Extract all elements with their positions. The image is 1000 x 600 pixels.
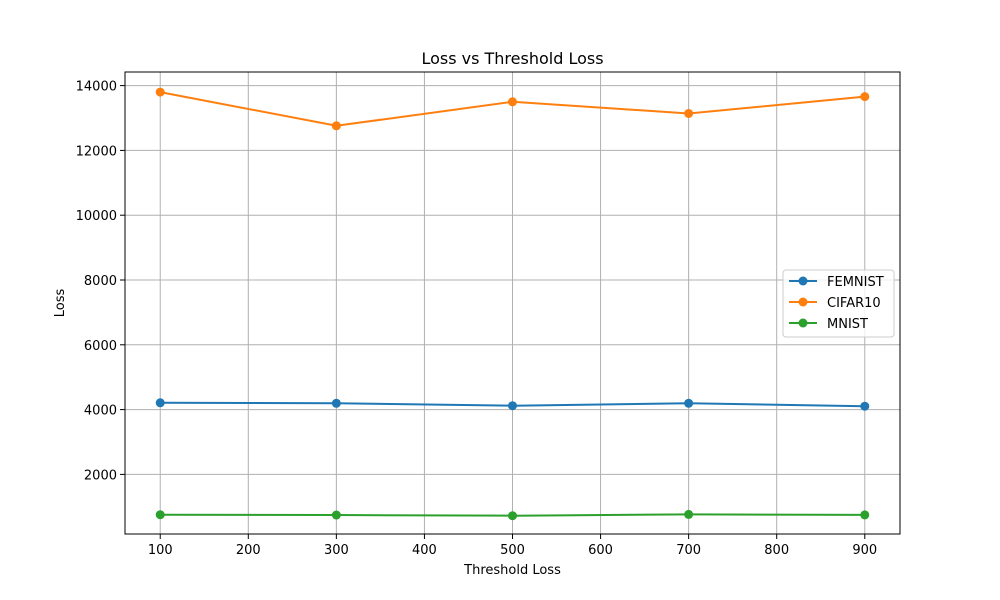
x-tick-label: 800: [764, 543, 789, 558]
x-tick-label: 400: [412, 543, 437, 558]
series-layer: [155, 87, 870, 521]
data-point-cifar10: [508, 97, 517, 107]
grid-lines: [125, 72, 900, 534]
data-point-mnist: [331, 510, 341, 520]
data-point-cifar10: [331, 121, 341, 131]
y-tick-label: 14000: [76, 80, 117, 95]
y-tick-label: 6000: [84, 339, 117, 354]
y-tick-label: 8000: [84, 274, 117, 289]
legend-label-cifar10: CIFAR10: [827, 296, 881, 311]
legend-item-femnist: FEMNIST: [789, 275, 884, 290]
legend-item-mnist: MNIST: [789, 317, 868, 332]
y-tick-label: 2000: [84, 468, 117, 483]
data-point-femnist: [684, 398, 694, 408]
data-point-femnist: [155, 398, 165, 408]
y-tick-label: 4000: [84, 404, 117, 419]
axis-ticks: 100 200 300 400 500 600 700 800 900 2000 4000 6000 8…: [76, 80, 878, 558]
legend-item-cifar10: CIFAR10: [789, 296, 881, 311]
data-point-mnist: [860, 510, 870, 520]
y-tick-label: 10000: [76, 209, 117, 224]
legend-marker-cifar10: [798, 297, 808, 307]
y-tick-label: 12000: [76, 144, 117, 159]
x-tick-label: 600: [588, 543, 613, 558]
data-point-mnist: [684, 509, 694, 519]
legend-marker-mnist: [798, 318, 808, 328]
y-axis-label: Loss: [53, 289, 68, 318]
data-point-mnist: [508, 511, 517, 521]
x-tick-label: 500: [500, 543, 525, 558]
x-tick-label: 900: [852, 543, 877, 558]
x-axis-label: Threshold Loss: [463, 563, 561, 578]
data-point-cifar10: [684, 108, 694, 118]
x-tick-label: 300: [324, 543, 349, 558]
series-cifar10: [155, 87, 870, 131]
data-point-femnist: [508, 401, 517, 411]
legend-label-mnist: MNIST: [827, 317, 868, 332]
series-femnist: [155, 398, 870, 411]
data-point-cifar10: [155, 87, 165, 97]
data-point-cifar10: [860, 92, 870, 102]
legend-label-femnist: FEMNIST: [827, 275, 884, 290]
legend-marker-femnist: [798, 276, 808, 286]
data-point-femnist: [331, 398, 341, 408]
data-point-femnist: [860, 401, 870, 411]
legend: FEMNIST CIFAR10 MNIST: [782, 269, 895, 338]
x-tick-label: 200: [236, 543, 261, 558]
legend-box: [782, 269, 895, 338]
x-tick-label: 700: [676, 543, 701, 558]
series-mnist: [155, 509, 870, 521]
x-tick-label: 100: [148, 543, 173, 558]
data-point-mnist: [155, 510, 165, 520]
chart-title: Loss vs Threshold Loss: [421, 49, 603, 68]
